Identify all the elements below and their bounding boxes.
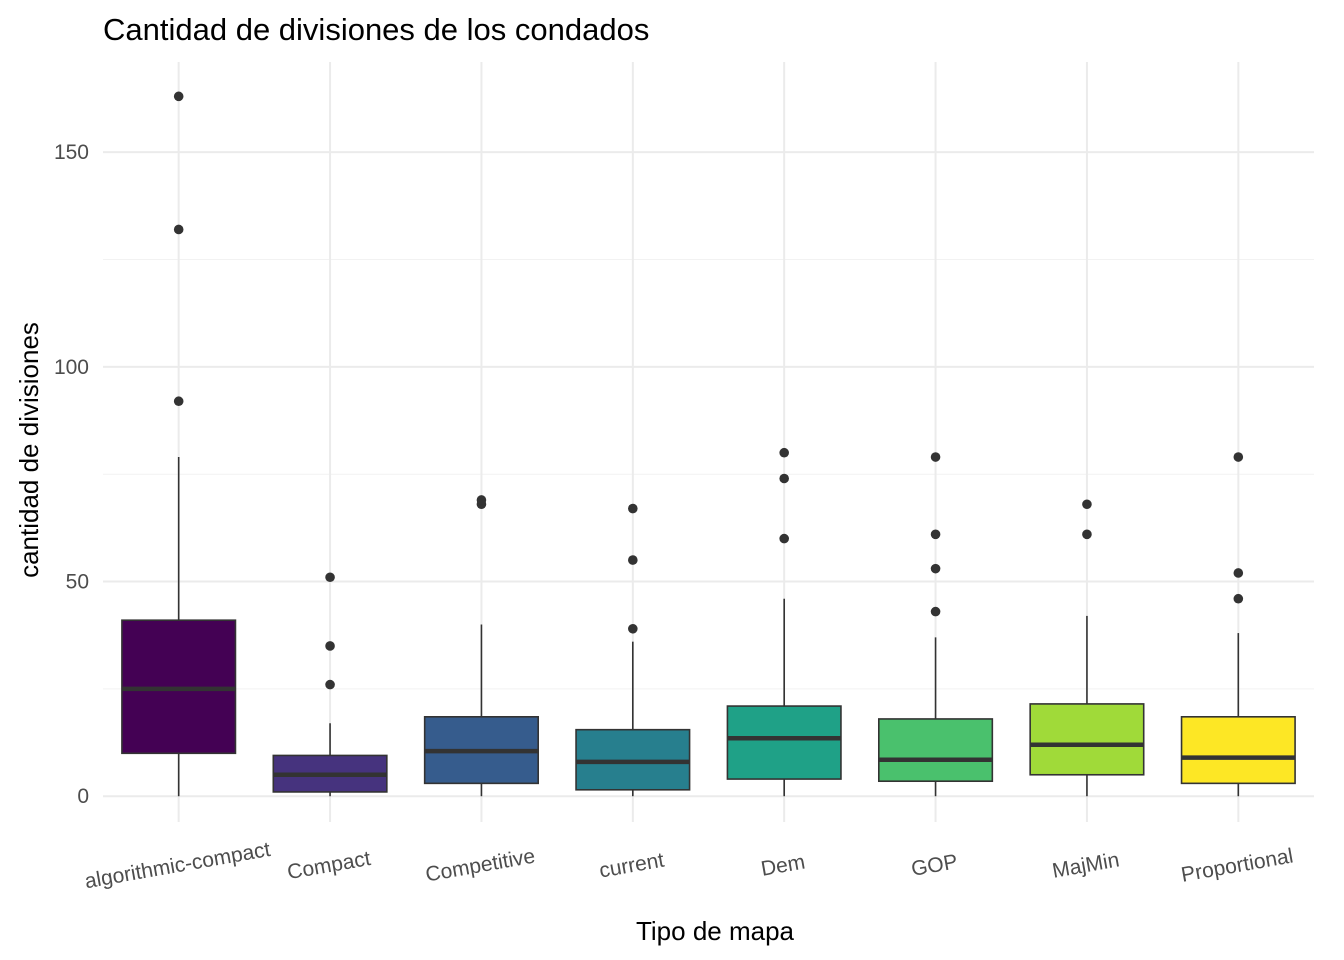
box-group: [1029, 499, 1145, 797]
x-tick-label: Dem: [759, 850, 807, 880]
outlier-point: [628, 503, 638, 514]
x-tick-label: Proportional: [1179, 844, 1295, 886]
y-tick-label: 150: [54, 141, 89, 164]
outlier-point: [628, 623, 638, 634]
outlier-point: [930, 606, 941, 617]
box-group: [121, 91, 237, 797]
box: [877, 718, 994, 783]
x-tick-label: algorithmic-compact: [83, 838, 272, 893]
outlier-point: [1082, 499, 1092, 510]
outlier-point: [930, 529, 941, 540]
y-tick-label: 0: [77, 785, 89, 808]
chart-title: Cantidad de divisiones de los condados: [103, 12, 649, 47]
outlier-point: [779, 533, 789, 544]
x-tick-label: Compact: [286, 847, 373, 884]
outlier-point: [930, 452, 941, 462]
x-tick-label: Competitive: [424, 845, 537, 887]
box-group: [1180, 452, 1296, 797]
outlier-point: [1233, 452, 1244, 462]
boxplot-series: [121, 91, 1296, 797]
outlier-point: [476, 495, 487, 505]
outlier-point: [173, 91, 184, 102]
outlier-point: [325, 572, 335, 583]
outlier-point: [628, 555, 638, 565]
y-tick-label: 50: [66, 571, 89, 594]
outlier-point: [779, 447, 789, 458]
box: [1029, 703, 1145, 776]
outlier-point: [325, 641, 335, 651]
box-group: [423, 495, 540, 797]
outlier-point: [325, 679, 335, 690]
box: [726, 705, 842, 780]
y-axis-title: cantidad de divisiones: [14, 322, 44, 578]
box: [1180, 716, 1296, 785]
x-tick-label: MajMin: [1050, 848, 1121, 882]
outlier-point: [1082, 529, 1092, 540]
x-tick-label: current: [598, 849, 667, 883]
x-axis-title: Tipo de mapa: [636, 916, 795, 946]
outlier-point: [173, 396, 184, 407]
box-group: [726, 447, 842, 797]
outlier-point: [173, 224, 184, 235]
y-tick-label: 100: [54, 356, 89, 379]
x-tick-label: GOP: [909, 850, 959, 881]
y-axis-ticks: 0 50 100 150: [54, 141, 89, 808]
box-group: [272, 572, 388, 797]
outlier-point: [1233, 568, 1244, 578]
outlier-point: [930, 563, 941, 574]
box-group: [877, 452, 994, 797]
outlier-point: [1233, 593, 1244, 604]
outlier-point: [779, 473, 789, 484]
x-axis-ticks: algorithmic-compact Compact Competitive cur…: [83, 838, 1295, 893]
box-group: [575, 503, 691, 797]
